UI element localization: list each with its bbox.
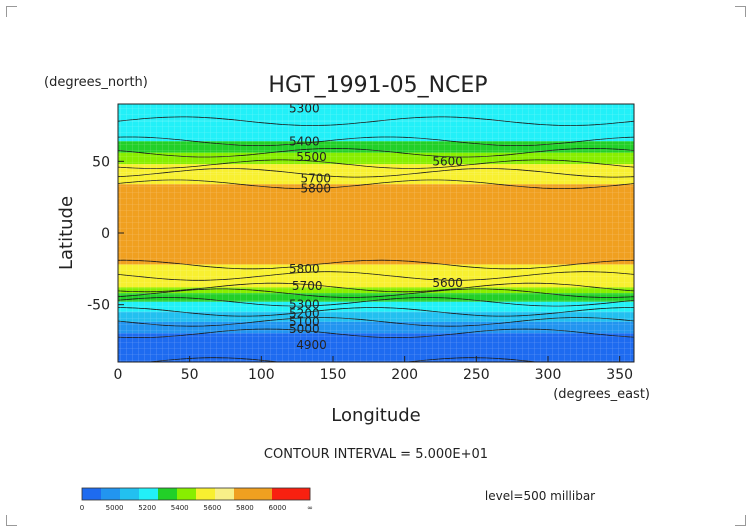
colorbar-swatch — [120, 488, 140, 500]
contour-label: 5400 — [289, 134, 320, 148]
grid-overlay — [118, 104, 634, 362]
colorbar-label: ∞ — [307, 504, 313, 512]
x-tick-label: 0 — [114, 367, 123, 383]
chart-title: HGT_1991-05_NCEP — [268, 73, 487, 98]
x-axis-label: Longitude — [331, 405, 421, 426]
contour-label: 5300 — [289, 101, 320, 115]
contour-label: 5600 — [432, 276, 463, 290]
colorbar-label: 5600 — [203, 504, 221, 512]
x-tick-label: 150 — [320, 367, 347, 383]
colorbar-swatch — [272, 488, 292, 500]
colorbar-swatch — [253, 488, 273, 500]
x-tick-label: 300 — [535, 367, 562, 383]
contour-label: 5500 — [296, 150, 327, 164]
contour-label: 5800 — [289, 262, 320, 276]
corner-mark — [6, 515, 17, 526]
colorbar-swatch — [234, 488, 254, 500]
colorbar: 0 5000 5200 5400 5600 5800 6000 ∞ — [80, 487, 313, 512]
colorbar-swatch — [177, 488, 197, 500]
x-tick-label: 250 — [463, 367, 490, 383]
colorbar-swatch — [139, 488, 159, 500]
y-tick-label: 0 — [101, 226, 110, 242]
contour-label: 5800 — [301, 182, 332, 196]
contour-label: 4900 — [296, 338, 327, 352]
colorbar-label: 0 — [80, 504, 84, 512]
x-tick-label: 350 — [606, 367, 633, 383]
colorbar-label: 5200 — [138, 504, 156, 512]
y-axis-label: Latitude — [56, 196, 77, 270]
x-tick-label: 200 — [391, 367, 418, 383]
colorbar-swatch — [215, 488, 235, 500]
contour-label: 5000 — [289, 322, 320, 336]
y-units-label: (degrees_north) — [44, 75, 148, 90]
contour-interval-text: CONTOUR INTERVAL = 5.000E+01 — [264, 447, 488, 462]
contour-label: 5700 — [301, 172, 332, 186]
colorbar-swatch — [82, 488, 102, 500]
colorbar-label: 6000 — [269, 504, 287, 512]
colorbar-swatch — [158, 488, 178, 500]
colorbar-swatch — [101, 488, 121, 500]
contour-label: 5300 — [289, 298, 320, 312]
colorbar-swatch — [291, 488, 311, 500]
y-tick-label: -50 — [87, 298, 110, 314]
colorbar-label: 5400 — [171, 504, 189, 512]
corner-mark — [735, 6, 746, 17]
contour-label: 5200 — [289, 306, 320, 320]
x-tick-label: 50 — [181, 367, 199, 383]
y-tick-label: 50 — [92, 154, 110, 170]
y-axis: 50 0 -50 — [87, 154, 124, 314]
x-units-label: (degrees_east) — [553, 387, 650, 402]
contour-label: 5600 — [432, 154, 463, 168]
contour-label: 5700 — [292, 279, 323, 293]
x-axis: 0 50 100 150 200 250 300 350 — [114, 356, 633, 383]
corner-mark — [6, 6, 17, 17]
corner-mark — [735, 515, 746, 526]
colorbar-swatch — [196, 488, 216, 500]
level-text: level=500 millibar — [485, 489, 595, 503]
x-tick-label: 100 — [248, 367, 275, 383]
colorbar-label: 5000 — [106, 504, 124, 512]
contour-label: 5100 — [289, 315, 320, 329]
colorbar-label: 5800 — [236, 504, 254, 512]
colorbar-frame — [81, 487, 311, 501]
